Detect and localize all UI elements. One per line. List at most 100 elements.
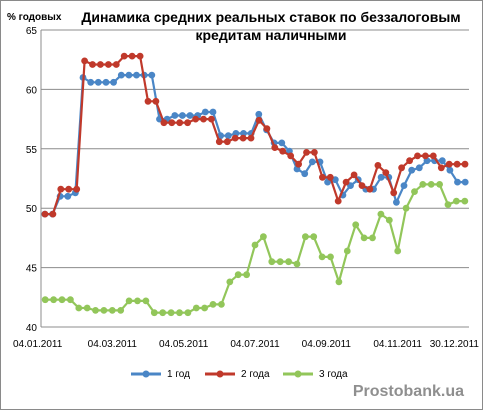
data-point bbox=[176, 119, 184, 127]
data-point bbox=[167, 309, 175, 317]
data-point bbox=[64, 192, 72, 200]
data-point bbox=[377, 173, 385, 181]
data-point bbox=[366, 185, 374, 193]
y-tick-label: 60 bbox=[26, 85, 38, 96]
data-point bbox=[120, 52, 128, 60]
data-point bbox=[226, 278, 234, 286]
data-point bbox=[65, 185, 73, 193]
data-point bbox=[454, 178, 461, 186]
data-point bbox=[208, 115, 215, 123]
data-point bbox=[159, 309, 167, 317]
data-point bbox=[152, 97, 160, 105]
data-point bbox=[209, 301, 217, 308]
data-point bbox=[327, 253, 334, 261]
data-point bbox=[437, 164, 445, 172]
data-point bbox=[287, 152, 295, 160]
data-point bbox=[125, 71, 133, 79]
data-point bbox=[319, 173, 326, 181]
data-point bbox=[279, 147, 287, 155]
data-point bbox=[446, 166, 454, 174]
data-point bbox=[144, 97, 152, 105]
data-point bbox=[148, 71, 156, 79]
data-point bbox=[136, 52, 144, 60]
data-point bbox=[352, 221, 360, 229]
data-point bbox=[343, 247, 351, 255]
data-point bbox=[268, 258, 276, 266]
data-point bbox=[310, 233, 318, 241]
data-point bbox=[83, 304, 91, 312]
data-point bbox=[453, 197, 460, 205]
data-point bbox=[150, 309, 158, 317]
data-point bbox=[100, 307, 108, 314]
data-point bbox=[192, 304, 200, 312]
data-point bbox=[50, 296, 57, 304]
y-axis-label: % годовых bbox=[7, 12, 62, 23]
data-point bbox=[429, 152, 437, 160]
data-point bbox=[285, 258, 292, 266]
data-point bbox=[295, 160, 302, 168]
data-point bbox=[276, 258, 284, 266]
data-point bbox=[125, 297, 133, 305]
data-point bbox=[255, 116, 263, 124]
data-point bbox=[201, 108, 209, 116]
data-point bbox=[73, 185, 81, 193]
series-line-1 bbox=[44, 73, 466, 216]
data-point bbox=[335, 278, 343, 286]
data-point bbox=[453, 160, 461, 168]
data-point bbox=[408, 166, 416, 174]
data-point bbox=[438, 157, 446, 165]
data-point bbox=[382, 169, 390, 177]
data-point bbox=[302, 233, 309, 241]
data-point bbox=[444, 201, 452, 209]
data-point bbox=[192, 115, 200, 123]
data-point bbox=[301, 170, 309, 178]
data-point bbox=[461, 178, 469, 186]
data-point bbox=[414, 152, 421, 160]
data-point bbox=[427, 181, 435, 188]
data-point bbox=[92, 307, 99, 314]
x-tick-label: 04.05.2011 bbox=[159, 339, 209, 350]
data-point bbox=[251, 241, 259, 249]
x-tick-label: 04.07.2011 bbox=[230, 339, 280, 350]
watermark: Prostobank.ua bbox=[352, 383, 464, 400]
data-point bbox=[394, 247, 402, 255]
data-point bbox=[75, 304, 83, 312]
data-point bbox=[97, 61, 104, 68]
data-point bbox=[184, 309, 192, 317]
y-tick-label: 45 bbox=[26, 264, 38, 275]
data-point bbox=[334, 197, 342, 205]
x-tick-label: 04.09.2011 bbox=[302, 339, 352, 350]
data-point bbox=[231, 134, 239, 142]
y-tick-label: 65 bbox=[26, 26, 38, 37]
data-point bbox=[311, 149, 318, 156]
data-point bbox=[94, 78, 102, 86]
data-point bbox=[49, 210, 57, 218]
chart-title-line-2: кредитам наличными bbox=[195, 27, 347, 43]
data-point bbox=[224, 132, 232, 140]
data-point bbox=[374, 162, 382, 169]
legend-label-3-goda: 3 года bbox=[319, 369, 348, 380]
data-point bbox=[278, 139, 286, 147]
data-point bbox=[398, 164, 405, 172]
data-point bbox=[342, 178, 350, 186]
data-point bbox=[184, 119, 192, 127]
data-point bbox=[360, 234, 368, 242]
data-point bbox=[215, 138, 223, 146]
legend-label-2-goda: 2 года bbox=[241, 369, 270, 380]
data-point bbox=[390, 189, 398, 197]
data-point bbox=[87, 78, 95, 86]
data-point bbox=[415, 164, 423, 172]
data-point bbox=[422, 152, 429, 160]
data-point bbox=[57, 185, 65, 193]
y-tick-label: 40 bbox=[26, 323, 38, 334]
data-point bbox=[411, 188, 418, 196]
data-point bbox=[186, 112, 194, 119]
data-point bbox=[110, 78, 117, 86]
data-point bbox=[179, 112, 186, 119]
data-point bbox=[81, 57, 88, 65]
data-point bbox=[41, 296, 49, 304]
data-point bbox=[436, 181, 443, 188]
data-point bbox=[402, 204, 410, 212]
data-point bbox=[419, 181, 427, 188]
